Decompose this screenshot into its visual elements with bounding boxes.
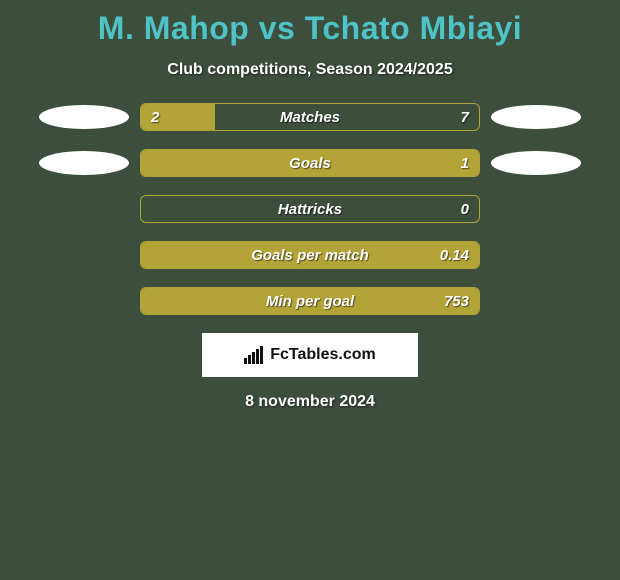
page-subtitle: Club competitions, Season 2024/2025 (0, 61, 620, 79)
stat-row: Min per goal753 (0, 287, 620, 315)
player-ellipse-right (491, 151, 581, 175)
attribution-label: FcTables.com (270, 346, 376, 364)
stat-value-right: 0.14 (440, 242, 469, 268)
left-decoration (34, 103, 134, 131)
stat-value-right: 1 (461, 150, 469, 176)
stat-bar: Goals per match0.14 (140, 241, 480, 269)
right-decoration (486, 241, 586, 269)
stat-bar: 2Matches7 (140, 103, 480, 131)
stat-row: 2Matches7 (0, 103, 620, 131)
right-decoration (486, 287, 586, 315)
stat-label: Goals per match (141, 242, 479, 268)
stat-bar: Hattricks0 (140, 195, 480, 223)
left-decoration (34, 287, 134, 315)
right-decoration (486, 103, 586, 131)
stat-value-right: 7 (461, 104, 469, 130)
stat-bar: Goals1 (140, 149, 480, 177)
stat-label: Hattricks (141, 196, 479, 222)
stat-value-right: 753 (444, 288, 469, 314)
left-decoration (34, 149, 134, 177)
date-text: 8 november 2024 (0, 393, 620, 411)
stat-bar: Min per goal753 (140, 287, 480, 315)
stat-label: Matches (141, 104, 479, 130)
stat-row: Hattricks0 (0, 195, 620, 223)
stat-value-right: 0 (461, 196, 469, 222)
player-ellipse-left (39, 105, 129, 129)
stat-row: Goals1 (0, 149, 620, 177)
left-decoration (34, 241, 134, 269)
bar-chart-icon (244, 346, 264, 364)
attribution-box: FcTables.com (202, 333, 418, 377)
player-ellipse-right (491, 105, 581, 129)
stat-row: Goals per match0.14 (0, 241, 620, 269)
stat-label: Min per goal (141, 288, 479, 314)
stat-label: Goals (141, 150, 479, 176)
right-decoration (486, 149, 586, 177)
player-ellipse-left (39, 151, 129, 175)
left-decoration (34, 195, 134, 223)
page-title: M. Mahop vs Tchato Mbiayi (0, 0, 620, 47)
right-decoration (486, 195, 586, 223)
stat-rows: 2Matches7 Goals1 Hattricks0 Goals per match… (0, 103, 620, 315)
attribution-text: FcTables.com (244, 346, 376, 364)
